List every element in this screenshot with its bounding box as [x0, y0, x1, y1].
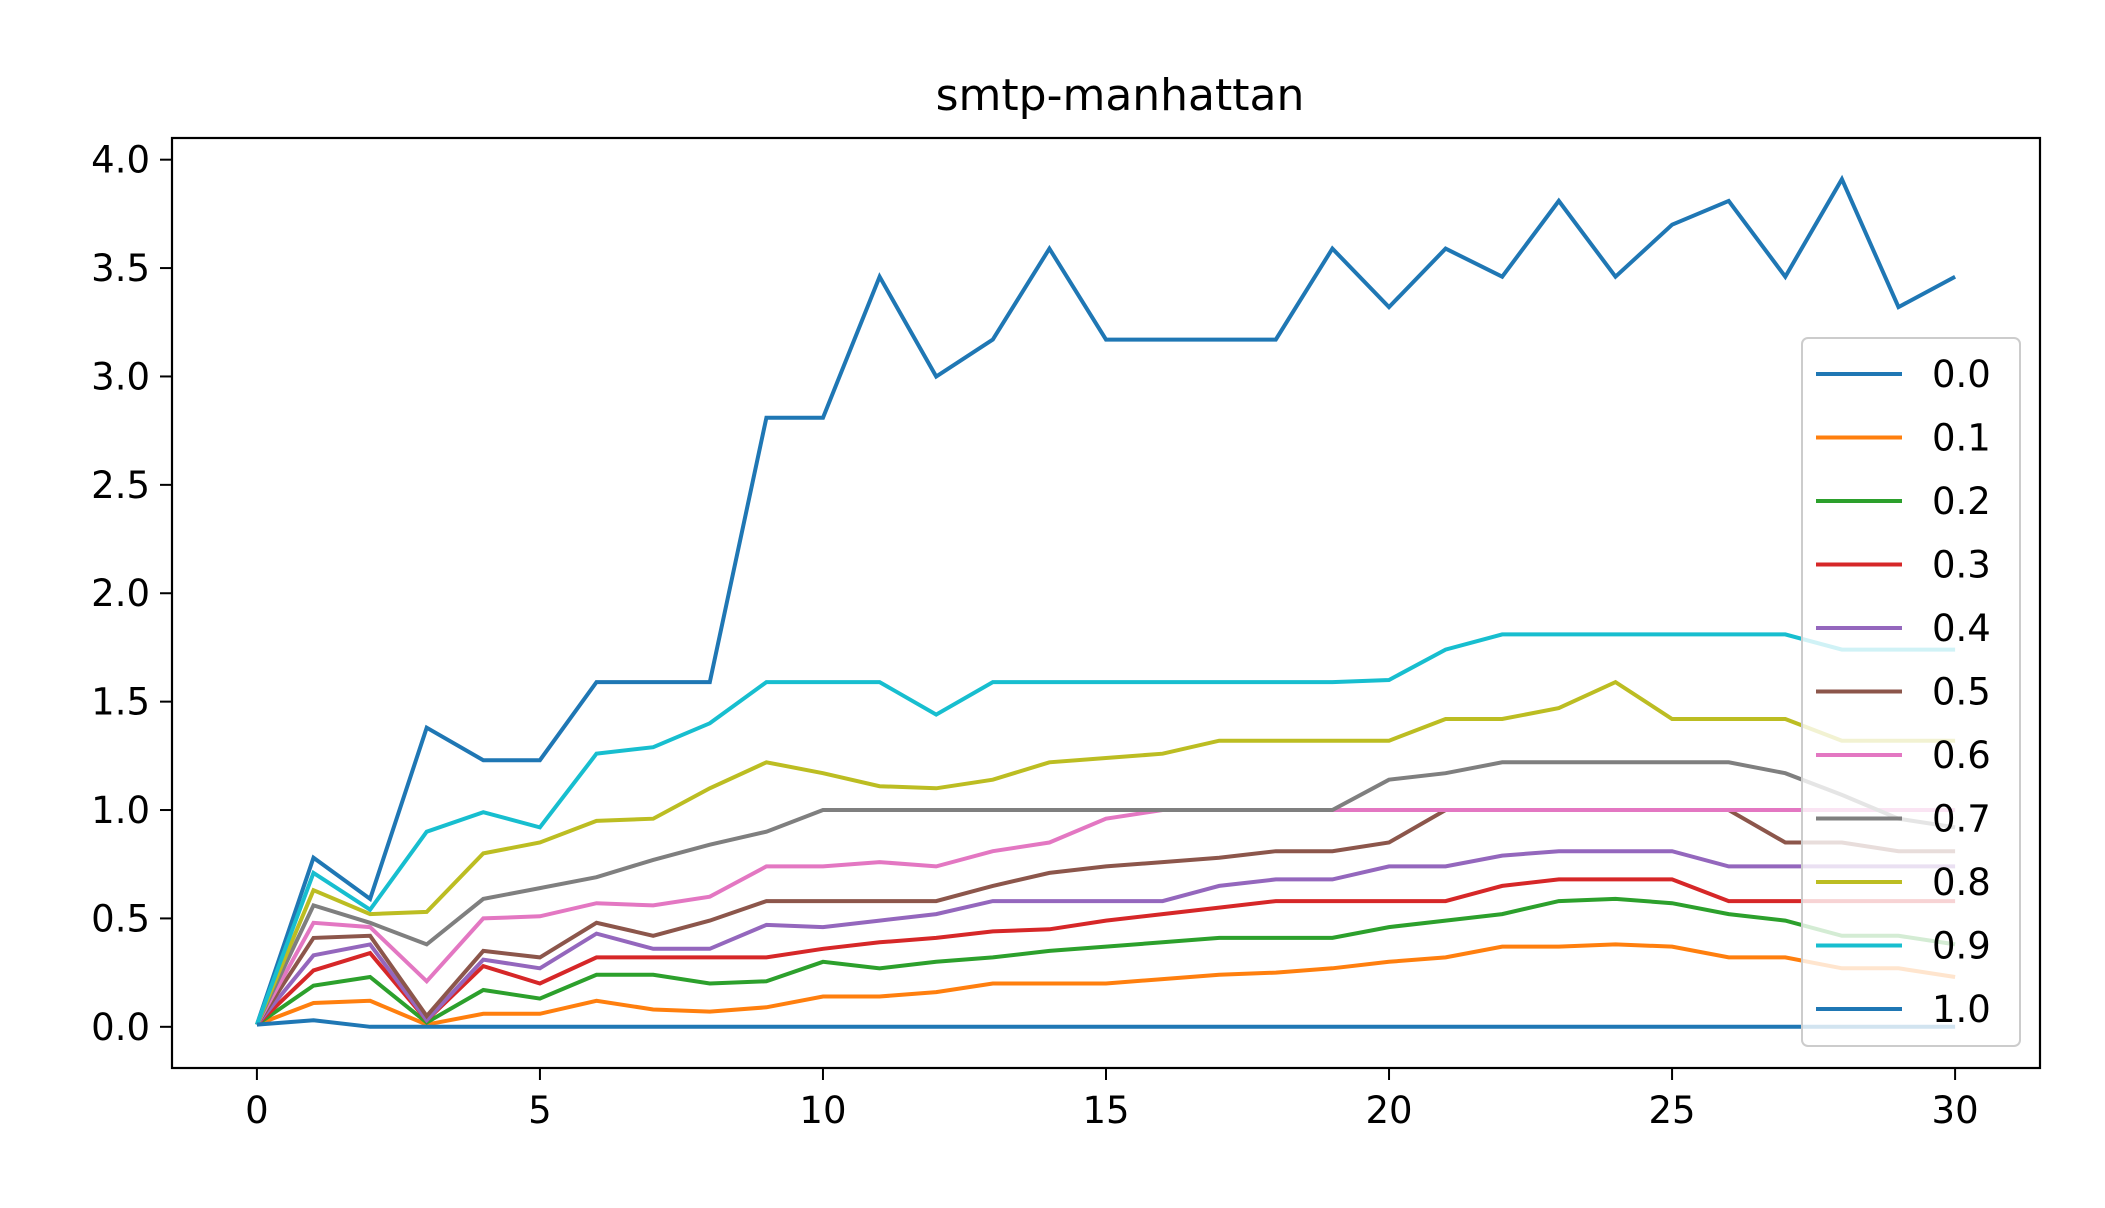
legend-label-0.3: 0.3 [1932, 544, 1991, 587]
x-tick-label: 5 [528, 1089, 552, 1132]
legend-label-0.4: 0.4 [1932, 607, 1991, 650]
x-tick-label: 30 [1932, 1089, 1979, 1132]
x-tick-label: 15 [1082, 1089, 1129, 1132]
series-line-0.3 [255, 877, 1956, 1027]
legend-label-0.7: 0.7 [1932, 798, 1991, 841]
legend-label-1.0: 1.0 [1932, 988, 1991, 1031]
series-line-0.8 [255, 679, 1956, 1026]
series-line-0.6 [255, 808, 1956, 1026]
plot-frame [170, 136, 2042, 1070]
y-tick-label: 0.0 [91, 1006, 150, 1049]
y-tick-label: 0.5 [91, 897, 150, 940]
legend-label-0.5: 0.5 [1932, 671, 1991, 714]
legend-label-0.0: 0.0 [1932, 353, 1991, 396]
series-line-0.4 [255, 849, 1956, 1026]
series-line-0.9 [255, 632, 1956, 1026]
series-layer [255, 174, 1957, 1029]
legend-label-0.8: 0.8 [1932, 861, 1991, 904]
y-tick-label: 2.0 [91, 572, 150, 615]
x-tick-label: 20 [1365, 1089, 1412, 1132]
y-tick-label: 3.5 [91, 247, 150, 290]
x-axis: 0 5 10 15 20 25 30 [245, 1068, 1979, 1132]
y-tick-label: 2.5 [91, 464, 150, 507]
x-tick-label: 10 [799, 1089, 846, 1132]
series-line-1.0 [256, 1018, 1956, 1029]
legend-label-0.6: 0.6 [1932, 734, 1991, 777]
series-line-0.1 [256, 942, 1956, 1027]
y-tick-label: 1.0 [91, 789, 150, 832]
legend-label-0.9: 0.9 [1932, 925, 1991, 968]
series-line-0.0 [255, 174, 1957, 1026]
legend: 0.0 0.1 0.2 0.3 0.4 0.5 0.6 0.7 0.8 0.9 1.0 [1801, 337, 2021, 1047]
y-tick-label: 4.0 [91, 139, 150, 182]
series-line-0.2 [255, 896, 1956, 1027]
legend-label-0.1: 0.1 [1932, 417, 1991, 460]
y-axis: 0.0 0.5 1.0 1.5 2.0 2.5 3.0 3.5 4.0 [91, 139, 172, 1049]
y-tick-label: 3.0 [91, 355, 150, 398]
chart-title: smtp-manhattan [936, 70, 1305, 121]
x-tick-label: 25 [1649, 1089, 1696, 1132]
x-tick-label: 0 [245, 1089, 269, 1132]
legend-box [1801, 337, 2021, 1047]
series-line-0.7 [255, 760, 1956, 1026]
legend-label-0.2: 0.2 [1932, 480, 1991, 523]
y-tick-label: 1.5 [91, 681, 150, 724]
